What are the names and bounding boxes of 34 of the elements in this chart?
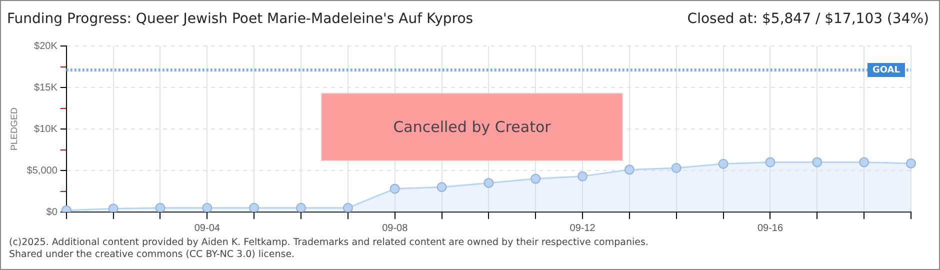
- point: [108, 204, 118, 212]
- point: [436, 182, 447, 192]
- point: [765, 157, 776, 168]
- text: (c)2025. Additional content provided by Aiden K. Feltkamp. Trademarks and related content are owned by their respective companies.: [9, 237, 648, 249]
- ref-line-label: GOAL: [872, 65, 900, 76]
- y-tick-label: $0: [46, 206, 58, 218]
- point: [202, 202, 212, 212]
- y-axis-title: PLEDGED: [8, 106, 19, 151]
- x-tick-label: 09-16: [757, 222, 784, 234]
- point: [342, 202, 353, 212]
- x-tick-label: 09-04: [194, 222, 220, 234]
- point: [859, 157, 870, 168]
- point: [718, 158, 728, 169]
- y-tick-label: $5,000: [26, 165, 58, 176]
- point: [624, 164, 634, 175]
- y-tick-label: $20K: [34, 40, 58, 52]
- point: [249, 202, 260, 212]
- point: [530, 174, 541, 184]
- point: [671, 163, 682, 174]
- point: [155, 202, 166, 212]
- chart-subtitle: Closed at: $5,847 / $17,103 (34%): [687, 11, 929, 27]
- x-tick-label: 09-12: [570, 222, 596, 234]
- point: [578, 171, 588, 182]
- text: Shared under the creative commons (CC BY-NC 3.0) license.: [9, 249, 296, 261]
- x-tick-label: 09-08: [382, 222, 408, 234]
- point: [812, 157, 822, 168]
- y-tick-label: $15K: [34, 82, 58, 94]
- point: [296, 202, 306, 212]
- point: [906, 158, 916, 168]
- chart-title: Funding Progress: Queer Jewish Poet Marie-Madeleine's Auf Kypros: [7, 11, 474, 27]
- point: [390, 184, 400, 194]
- point: [484, 178, 494, 188]
- cancelled-banner: Cancelled by Creator: [321, 93, 623, 161]
- y-tick-label: $10K: [34, 124, 58, 135]
